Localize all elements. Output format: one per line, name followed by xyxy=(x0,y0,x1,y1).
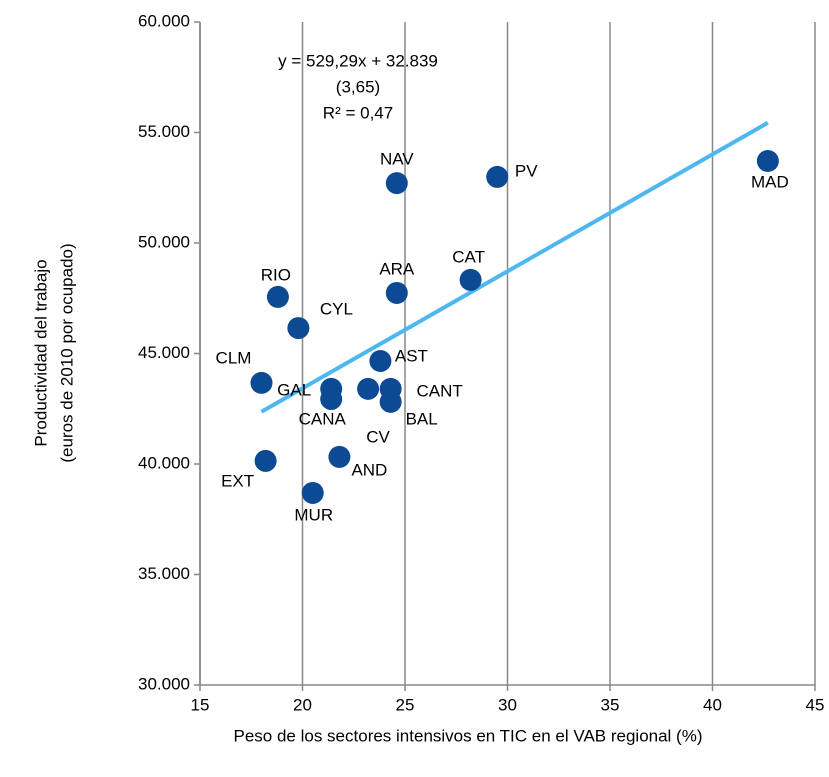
point xyxy=(385,172,408,195)
point xyxy=(266,285,289,308)
y-tick-label: 55.000 xyxy=(138,122,190,141)
point-label: MAD xyxy=(751,172,789,191)
point-label: RIO xyxy=(261,265,291,284)
y-tick-label: 30.000 xyxy=(138,674,190,693)
point-label: EXT xyxy=(221,471,254,490)
point-label: NAV xyxy=(380,150,414,169)
point xyxy=(357,377,380,400)
y-tick-label: 40.000 xyxy=(138,453,190,472)
x-tick-label: 20 xyxy=(293,695,312,714)
point-label: CANT xyxy=(417,381,463,400)
x-tick-label: 40 xyxy=(703,695,722,714)
x-tick-label: 45 xyxy=(806,695,825,714)
point-label: CYL xyxy=(320,300,353,319)
point-label: BAL xyxy=(406,409,438,428)
point-label: GAL xyxy=(277,380,311,399)
annotation: (3,65) xyxy=(336,77,380,96)
x-tick-label: 25 xyxy=(396,695,415,714)
y-tick-label: 45.000 xyxy=(138,343,190,362)
point xyxy=(369,350,392,373)
y-axis-title: Productividad del trabajo xyxy=(31,259,50,446)
point xyxy=(385,281,408,304)
point-label: AST xyxy=(395,346,428,365)
trendline xyxy=(260,121,769,414)
point-label: CV xyxy=(366,427,390,446)
y-axis-title: (euros de 2010 por ocupado) xyxy=(57,243,76,462)
point xyxy=(287,317,310,340)
point-label: ARA xyxy=(379,259,415,278)
point-label: MUR xyxy=(294,505,333,524)
point xyxy=(301,481,324,504)
x-tick-label: 15 xyxy=(191,695,210,714)
point xyxy=(250,371,273,394)
point-label: CAT xyxy=(452,247,485,266)
annotation: R² = 0,47 xyxy=(323,103,393,122)
point-label: AND xyxy=(351,460,387,479)
point xyxy=(254,449,277,472)
point-label: PV xyxy=(515,161,538,180)
point xyxy=(756,150,779,173)
y-tick-label: 35.000 xyxy=(138,564,190,583)
annotation: y = 529,29x + 32.839 xyxy=(278,51,438,70)
point xyxy=(459,268,482,291)
x-axis-title: Peso de los sectores intensivos en TIC e… xyxy=(234,726,703,745)
x-tick-label: 35 xyxy=(601,695,620,714)
y-tick-label: 50.000 xyxy=(138,232,190,251)
point xyxy=(379,390,402,413)
point-label: CANA xyxy=(299,410,347,429)
point xyxy=(486,165,509,188)
point-label: CLM xyxy=(216,348,252,367)
x-tick-label: 30 xyxy=(498,695,517,714)
point xyxy=(328,445,351,468)
point xyxy=(320,388,343,411)
y-tick-label: 60.000 xyxy=(138,11,190,30)
